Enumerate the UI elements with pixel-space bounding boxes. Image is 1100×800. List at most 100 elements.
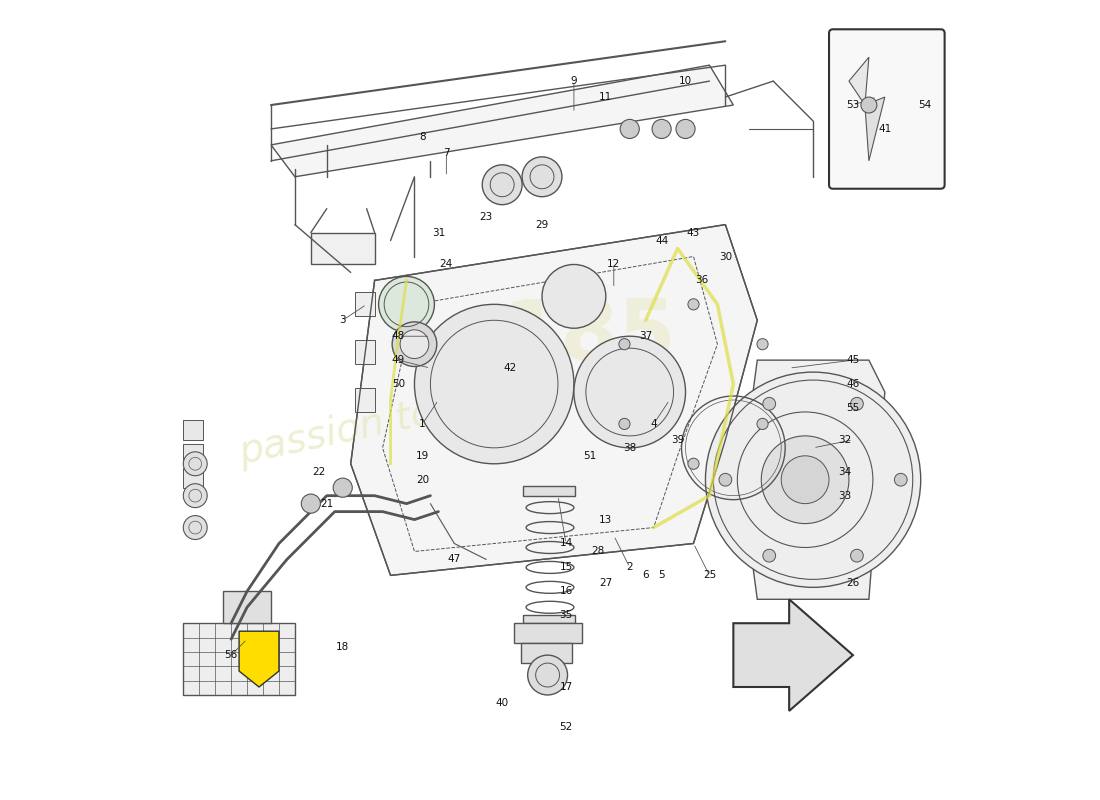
Text: 37: 37 bbox=[639, 331, 652, 342]
Circle shape bbox=[184, 452, 207, 476]
Text: 46: 46 bbox=[846, 379, 859, 389]
Text: 41: 41 bbox=[878, 124, 891, 134]
Circle shape bbox=[542, 265, 606, 328]
Text: 43: 43 bbox=[686, 227, 700, 238]
Text: 25: 25 bbox=[703, 570, 716, 580]
Polygon shape bbox=[741, 360, 884, 599]
Text: 55: 55 bbox=[846, 403, 859, 413]
Circle shape bbox=[850, 550, 864, 562]
Bar bbox=[522, 486, 574, 496]
Bar bbox=[184, 623, 295, 695]
Bar bbox=[520, 643, 572, 663]
Text: 50: 50 bbox=[392, 379, 405, 389]
Circle shape bbox=[378, 277, 434, 332]
Text: 185: 185 bbox=[503, 296, 676, 377]
Text: 13: 13 bbox=[600, 514, 613, 525]
Bar bbox=[184, 444, 204, 464]
Bar bbox=[514, 623, 582, 643]
Text: 29: 29 bbox=[536, 220, 549, 230]
Text: 18: 18 bbox=[337, 642, 350, 652]
Text: 40: 40 bbox=[496, 698, 508, 708]
Text: 20: 20 bbox=[416, 474, 429, 485]
Text: 26: 26 bbox=[846, 578, 859, 588]
Circle shape bbox=[688, 298, 700, 310]
Text: 1: 1 bbox=[419, 419, 426, 429]
Polygon shape bbox=[849, 57, 869, 105]
Circle shape bbox=[528, 655, 568, 695]
Bar bbox=[184, 468, 204, 488]
Circle shape bbox=[781, 456, 829, 504]
Circle shape bbox=[652, 119, 671, 138]
Circle shape bbox=[676, 119, 695, 138]
Text: 39: 39 bbox=[671, 435, 684, 445]
Circle shape bbox=[688, 458, 700, 470]
Circle shape bbox=[482, 165, 522, 205]
Circle shape bbox=[763, 398, 776, 410]
Text: 31: 31 bbox=[432, 227, 446, 238]
Text: 23: 23 bbox=[480, 212, 493, 222]
Bar bbox=[223, 591, 271, 623]
Circle shape bbox=[729, 404, 881, 555]
Circle shape bbox=[620, 119, 639, 138]
Circle shape bbox=[757, 338, 768, 350]
Bar bbox=[354, 292, 375, 316]
Text: 36: 36 bbox=[695, 275, 708, 286]
Circle shape bbox=[705, 372, 921, 587]
Polygon shape bbox=[271, 65, 734, 177]
Circle shape bbox=[333, 478, 352, 498]
Text: 5: 5 bbox=[658, 570, 664, 580]
Bar bbox=[522, 615, 574, 623]
Text: 30: 30 bbox=[718, 251, 732, 262]
Text: 53: 53 bbox=[846, 100, 859, 110]
Circle shape bbox=[763, 550, 776, 562]
Polygon shape bbox=[865, 97, 884, 161]
Text: passion to drive: passion to drive bbox=[235, 370, 547, 472]
Text: 4: 4 bbox=[650, 419, 657, 429]
FancyBboxPatch shape bbox=[829, 30, 945, 189]
Text: 2: 2 bbox=[626, 562, 632, 573]
Text: 7: 7 bbox=[443, 148, 450, 158]
Polygon shape bbox=[239, 631, 279, 687]
Circle shape bbox=[522, 157, 562, 197]
Text: 51: 51 bbox=[583, 451, 596, 461]
Text: 34: 34 bbox=[838, 466, 851, 477]
Text: 38: 38 bbox=[623, 443, 636, 453]
Text: 44: 44 bbox=[654, 235, 668, 246]
Circle shape bbox=[861, 97, 877, 113]
Bar bbox=[354, 340, 375, 364]
Text: 16: 16 bbox=[559, 586, 573, 596]
Text: 11: 11 bbox=[600, 92, 613, 102]
Text: 56: 56 bbox=[224, 650, 238, 660]
Circle shape bbox=[184, 484, 207, 508]
Circle shape bbox=[574, 336, 685, 448]
Text: 24: 24 bbox=[440, 259, 453, 270]
Bar bbox=[184, 420, 204, 440]
Circle shape bbox=[850, 398, 864, 410]
Text: 17: 17 bbox=[559, 682, 573, 692]
Text: 12: 12 bbox=[607, 259, 620, 270]
Circle shape bbox=[392, 322, 437, 366]
Text: 52: 52 bbox=[559, 722, 573, 732]
Text: 22: 22 bbox=[312, 466, 326, 477]
Circle shape bbox=[301, 494, 320, 514]
Text: 35: 35 bbox=[559, 610, 573, 620]
Circle shape bbox=[757, 418, 768, 430]
Text: 33: 33 bbox=[838, 490, 851, 501]
Text: 10: 10 bbox=[679, 76, 692, 86]
Circle shape bbox=[415, 304, 574, 464]
Bar bbox=[311, 233, 375, 265]
Text: 47: 47 bbox=[448, 554, 461, 565]
Text: 45: 45 bbox=[846, 355, 859, 365]
Circle shape bbox=[761, 436, 849, 523]
Text: 19: 19 bbox=[416, 451, 429, 461]
Text: 15: 15 bbox=[559, 562, 573, 573]
Circle shape bbox=[184, 515, 207, 539]
Bar bbox=[354, 388, 375, 412]
Text: 3: 3 bbox=[340, 315, 346, 326]
Text: 9: 9 bbox=[571, 76, 578, 86]
Text: 48: 48 bbox=[392, 331, 405, 342]
Text: 8: 8 bbox=[419, 132, 426, 142]
Text: 6: 6 bbox=[642, 570, 649, 580]
Text: 27: 27 bbox=[600, 578, 613, 588]
Circle shape bbox=[400, 330, 429, 358]
